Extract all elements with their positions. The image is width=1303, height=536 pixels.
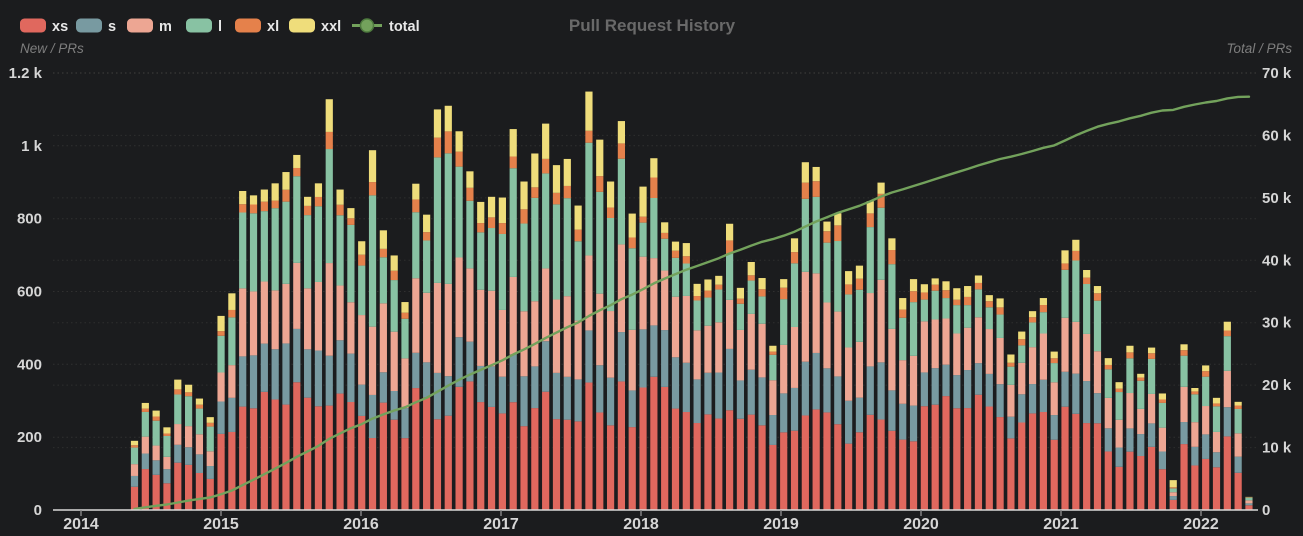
svg-text:0: 0 — [34, 502, 42, 519]
svg-text:10 k: 10 k — [1262, 440, 1292, 457]
svg-text:2021: 2021 — [1043, 516, 1079, 533]
svg-text:Pull Request History: Pull Request History — [569, 16, 736, 35]
svg-text:l: l — [218, 19, 222, 35]
svg-text:2017: 2017 — [483, 516, 519, 533]
svg-text:800: 800 — [17, 211, 42, 228]
svg-text:50 k: 50 k — [1262, 190, 1292, 207]
svg-text:1 k: 1 k — [21, 138, 43, 155]
svg-text:20 k: 20 k — [1262, 377, 1292, 394]
svg-text:m: m — [159, 19, 172, 35]
svg-text:70 k: 70 k — [1262, 65, 1292, 82]
svg-text:60 k: 60 k — [1262, 127, 1292, 144]
svg-text:xxl: xxl — [321, 19, 341, 35]
svg-text:200: 200 — [17, 429, 42, 446]
svg-text:400: 400 — [17, 356, 42, 373]
svg-text:2016: 2016 — [343, 516, 379, 533]
svg-text:total: total — [389, 19, 420, 35]
svg-text:2014: 2014 — [63, 516, 99, 533]
svg-text:1.2 k: 1.2 k — [9, 65, 43, 82]
svg-text:0: 0 — [1262, 502, 1270, 519]
svg-text:Total / PRs: Total / PRs — [1226, 41, 1292, 56]
svg-text:2018: 2018 — [623, 516, 659, 533]
svg-text:New / PRs: New / PRs — [20, 41, 84, 56]
svg-text:2015: 2015 — [203, 516, 239, 533]
svg-text:s: s — [108, 19, 116, 35]
svg-text:xl: xl — [267, 19, 279, 35]
svg-text:2020: 2020 — [903, 516, 939, 533]
svg-text:2022: 2022 — [1183, 516, 1219, 533]
svg-text:600: 600 — [17, 284, 42, 301]
svg-text:2019: 2019 — [763, 516, 799, 533]
svg-text:40 k: 40 k — [1262, 252, 1292, 269]
svg-text:xs: xs — [52, 19, 68, 35]
svg-text:30 k: 30 k — [1262, 315, 1292, 332]
